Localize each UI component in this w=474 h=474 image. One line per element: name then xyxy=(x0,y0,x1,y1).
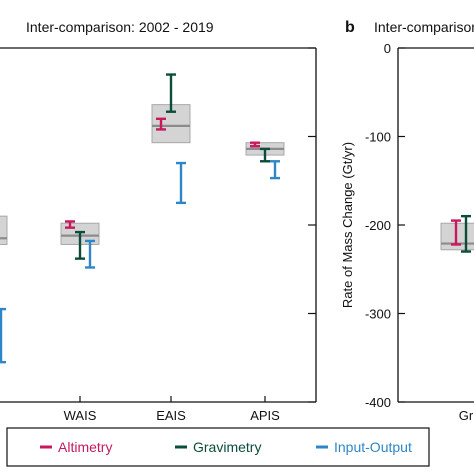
error-bar-altimetry-wais xyxy=(65,220,75,229)
panel-b-title: Inter-comparison xyxy=(374,19,474,35)
x-label-apis: APIS xyxy=(250,408,280,423)
error-bar-input-output-wais xyxy=(85,239,95,269)
legend-label: Gravimetry xyxy=(193,439,261,455)
error-bar-partial xyxy=(0,307,6,364)
error-bar-gravimetry-apis xyxy=(260,147,270,163)
y-tick-label: -100 xyxy=(365,130,391,145)
panel-b-error-bars xyxy=(451,214,471,253)
panel-b: b Inter-comparison Rate of Mass Change (… xyxy=(340,19,474,423)
y-tick-label: -400 xyxy=(365,395,391,410)
legend-frame xyxy=(6,427,430,467)
panel-b-y-axis-label: Rate of Mass Change (Gt/yr) xyxy=(340,142,355,308)
legend-label: Input-Output xyxy=(334,439,412,455)
error-bar-altimetry-apis xyxy=(250,141,260,148)
x-label-wais: WAIS xyxy=(64,408,97,423)
x-label-gr: Gr xyxy=(459,408,474,423)
legend-item-gravimetry: Gravimetry xyxy=(175,439,261,455)
y-tick-label: 0 xyxy=(384,41,391,56)
error-bar-gravimetry-gr xyxy=(461,214,471,253)
panel-a-x-labels: WAIS EAIS APIS xyxy=(64,396,280,423)
legend: Altimetry Gravimetry Input-Output xyxy=(6,427,430,467)
y-tick-label: -300 xyxy=(365,307,391,322)
panel-b-label: b xyxy=(345,19,355,36)
panel-b-x-labels: Gr xyxy=(459,408,474,423)
error-bar-input-output-apis xyxy=(270,160,280,180)
range-box-gr xyxy=(440,222,474,251)
legend-item-input-output: Input-Output xyxy=(316,439,412,455)
y-tick-label: -200 xyxy=(365,218,391,233)
error-bar-gravimetry-wais xyxy=(75,230,85,260)
panel-b-boxes xyxy=(440,222,474,251)
panel-a-title: Inter-comparison: 2002 - 2019 xyxy=(26,19,214,35)
panel-a-error-bars xyxy=(0,73,280,364)
panel-a-right-ticks xyxy=(308,47,316,403)
error-bar-gravimetry-eais xyxy=(166,73,176,113)
x-label-eais: EAIS xyxy=(156,408,186,423)
panel-b-y-ticks: 0 -100 -200 -300 -400 xyxy=(365,41,405,410)
error-bar-altimetry-eais xyxy=(156,117,166,131)
error-bar-altimetry-gr xyxy=(451,219,461,246)
error-bar-input-output-eais xyxy=(176,161,186,205)
legend-item-altimetry: Altimetry xyxy=(40,439,112,455)
range-box-partial xyxy=(0,215,8,245)
panel-a: Inter-comparison: 2002 - 2019 WAIS EAIS AP… xyxy=(0,19,317,423)
legend-label: Altimetry xyxy=(58,439,112,455)
panel-a-boxes xyxy=(0,104,285,245)
